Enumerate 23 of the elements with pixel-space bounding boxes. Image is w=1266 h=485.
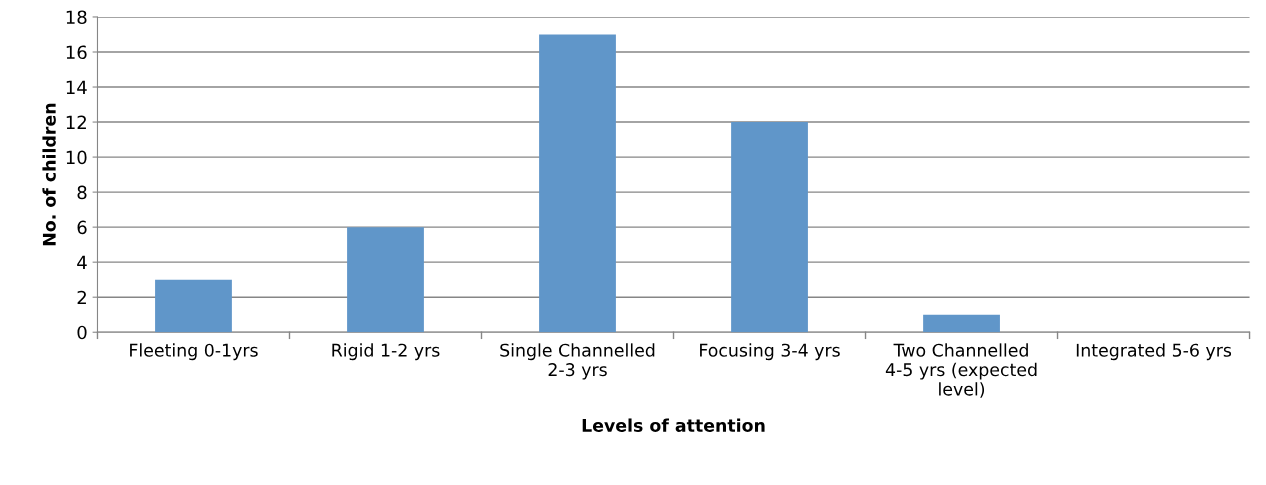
y-tick-label: 2 [77,290,86,305]
y-axis-title: No. of children [42,103,56,246]
bar [923,314,1000,333]
bar [539,34,616,333]
y-tick-label: 16 [66,45,87,60]
y-tick-label: 10 [66,150,87,165]
x-tick-label: Rigid 1-2 yrs [332,343,440,361]
y-tick-label: 12 [66,115,86,129]
y-tick-label: 14 [66,80,87,94]
bar [347,227,424,333]
x-tick-label: Two Channelled 4-5 yrs (expected level) [885,343,1037,398]
bar [155,279,232,333]
x-axis-title: Levels of attention [582,418,765,432]
x-tick-label: Integrated 5-6 yrs [1076,343,1232,361]
y-tick-label: 0 [77,325,87,340]
y-tick-label: 4 [77,255,87,270]
y-tick-label: 8 [77,185,87,200]
y-tick-label: 18 [66,10,87,25]
x-tick-label: Focusing 3-4 yrs [700,343,840,361]
bar [731,122,808,333]
y-tick-label: 6 [77,220,87,235]
x-tick-label: Fleeting 0-1yrs [130,343,258,361]
x-tick-label: Single Channelled 2-3 yrs [500,343,655,380]
